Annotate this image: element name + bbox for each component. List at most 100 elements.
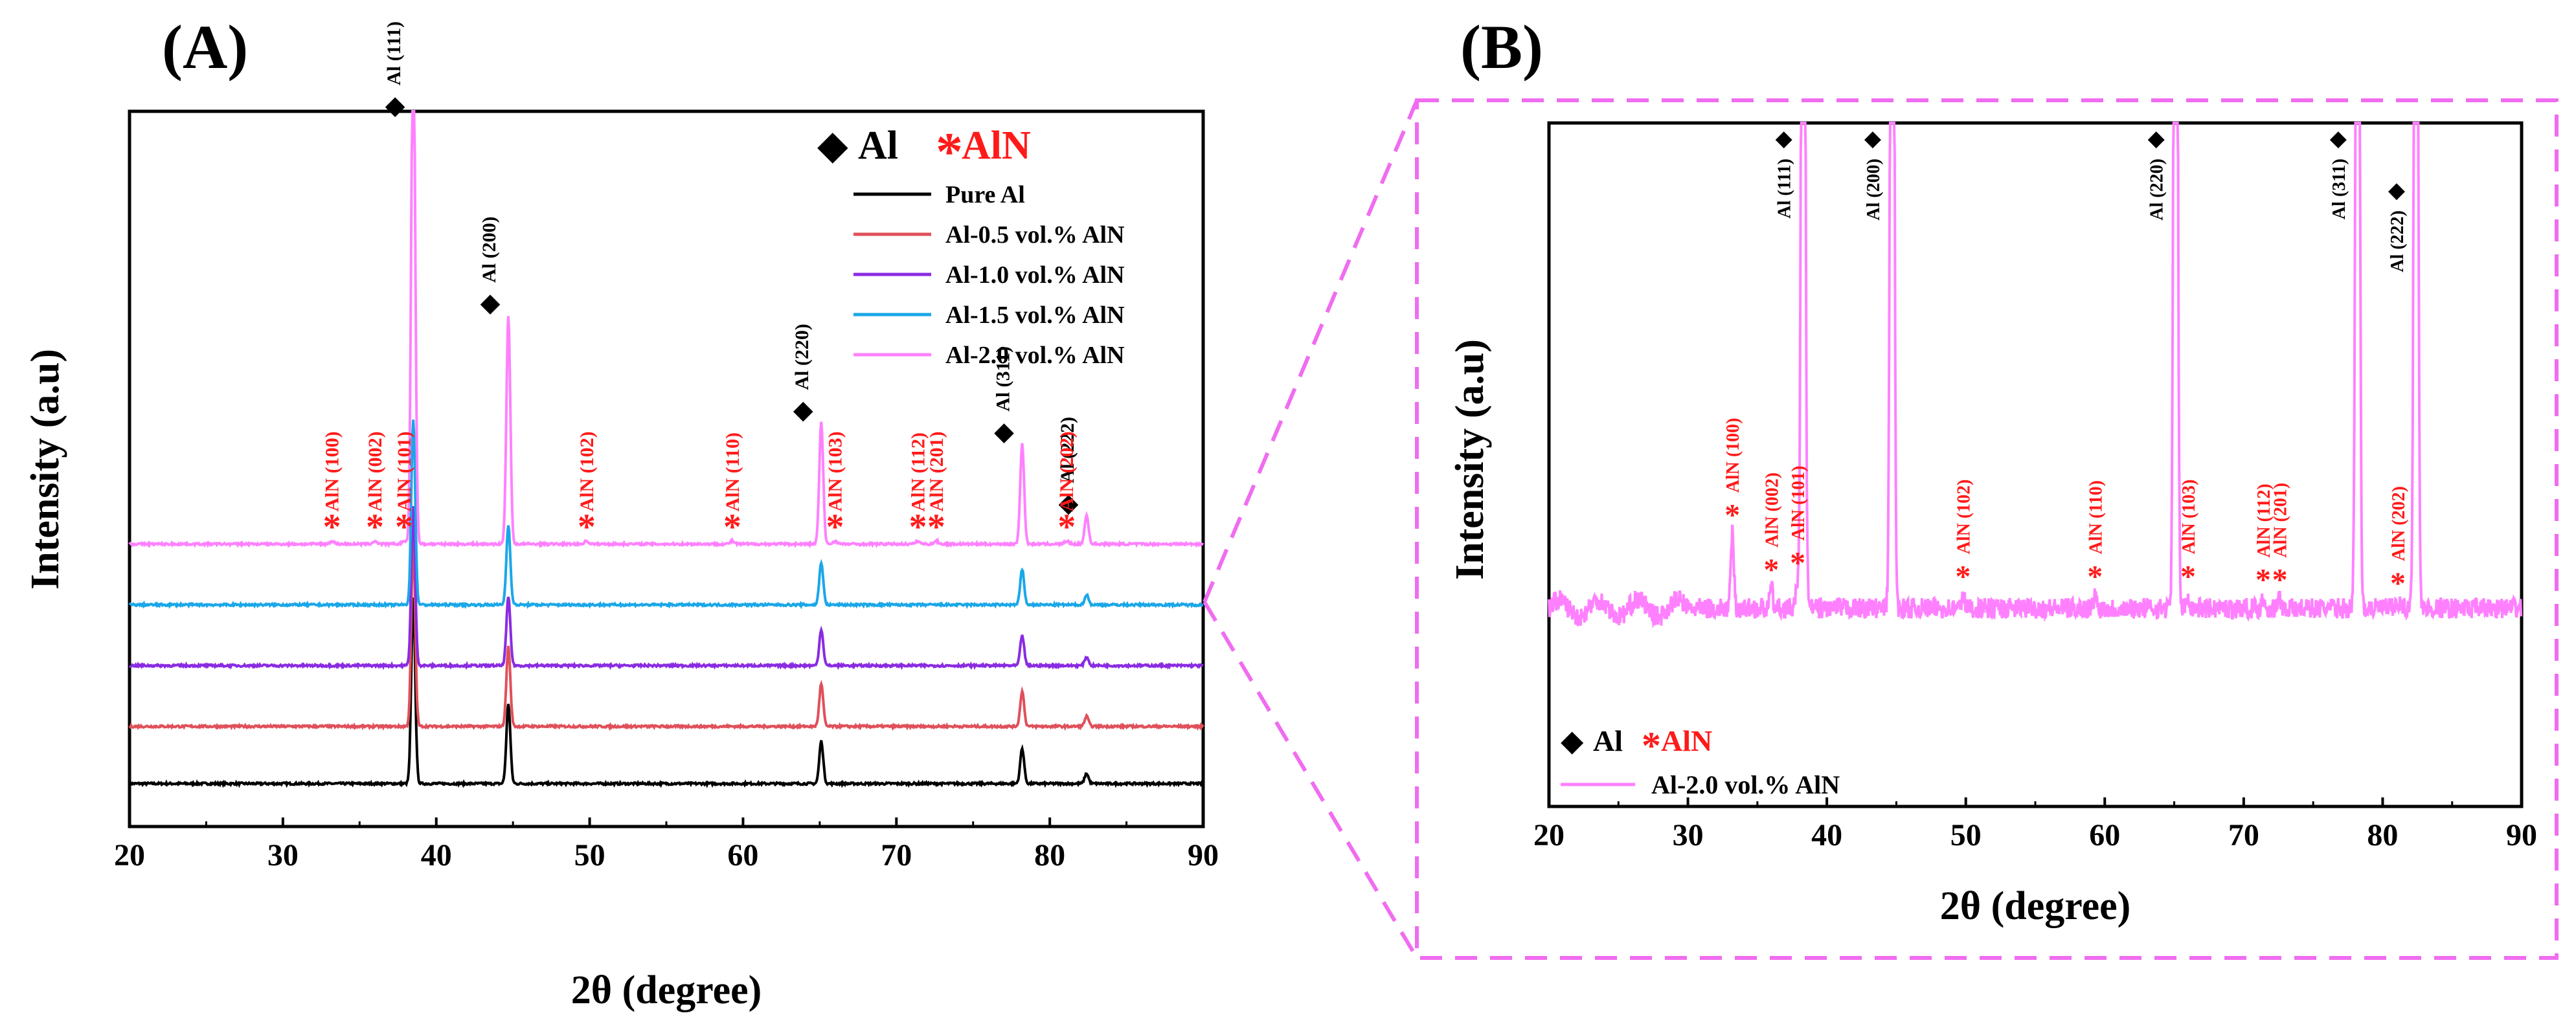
aln-peak-aln-202: *AlN (202) — [2389, 486, 2409, 601]
aln-peak-label: AlN (201) — [926, 431, 947, 511]
aln-peak-aln-110: *AlN (110) — [722, 432, 743, 548]
legend-label-pure-al: Pure Al — [945, 181, 1025, 208]
al-peak-label: Al (111) — [1775, 159, 1795, 219]
panel-a-aln-peak-labels: *AlN (100)*AlN (002)*AlN (101)*AlN (102)… — [322, 431, 1078, 547]
x-tick-label: 80 — [1034, 838, 1065, 872]
al-diamond-icon: ◆ — [1864, 127, 1882, 151]
aln-asterisk-icon: * — [2390, 566, 2406, 601]
x-tick-label: 50 — [1950, 818, 1982, 852]
x-tick-label: 20 — [1533, 818, 1565, 852]
series-line-al-1-0-vol-aln — [128, 505, 1204, 671]
aln-peak-aln-100: *AlN (100) — [322, 431, 343, 547]
zoom-box — [1415, 98, 2559, 960]
panel-b-aln-peak-labels: * AlN (100) * AlN (002) * AlN (101) * AlN (102)… — [1723, 417, 2409, 600]
aln-asterisk-icon: * — [578, 507, 596, 548]
al-peak-label: Al (200) — [479, 216, 500, 282]
panel-b-label: (B) — [1460, 12, 1543, 82]
al-peak-al-111: ◆ Al (111) — [1775, 127, 1795, 219]
aln-asterisk-icon: * — [1763, 553, 1779, 587]
aln-asterisk-icon: * — [1724, 498, 1740, 532]
al-peak-al-311: ◆ Al (311) — [993, 346, 1015, 446]
al-peak-label: Al (311) — [2329, 159, 2349, 219]
x-tick-label: 50 — [574, 838, 605, 872]
aln-peak-label: AlN (102) — [1954, 480, 1974, 555]
aln-asterisk-icon: * — [1955, 559, 1971, 594]
al-diamond-icon: ◆ — [793, 395, 813, 425]
al-peak-al-200: ◆ Al (200) — [1864, 127, 1884, 221]
legend-b-label-2-0: Al-2.0 vol.% AlN — [1651, 770, 1840, 799]
legend-label-1-0: Al-1.0 vol.% AlN — [945, 261, 1125, 289]
aln-peak-label: AlN (101) — [1789, 465, 1809, 540]
aln-asterisk-icon: * — [366, 507, 384, 548]
legend-aln-text: AlN — [962, 124, 1031, 168]
legend-label-2-0: Al-2.0 vol.% AlN — [945, 342, 1125, 369]
al-peak-al-222: ◆ Al (222) — [1057, 417, 1079, 517]
aln-peak-label: AlN (100) — [322, 431, 343, 511]
panel-a-plot-frame — [128, 109, 1205, 828]
panel-a-legend-header: ◆ Al * AlN — [817, 122, 1031, 182]
panel-a-label: (A) — [162, 12, 248, 82]
panel-a-al-peak-labels: ◆ Al (111) ◆ Al (200) ◆ Al (220) ◆ Al (311) ◆ Al … — [383, 21, 1078, 517]
aln-peak-label: AlN (103) — [2179, 480, 2199, 555]
aln-peak-aln-112: *AlN (112) — [907, 432, 929, 548]
x-tick-label: 30 — [267, 838, 299, 872]
aln-peak-aln-112: *AlN (112) — [2254, 483, 2274, 597]
al-peak-label: Al (200) — [1864, 159, 1884, 221]
aln-peak-aln-002: *AlN (002) — [365, 431, 386, 547]
panel-b-x-ticks: 20 30 40 50 60 70 80 90 — [1533, 797, 2537, 852]
x-tick-label: 70 — [881, 838, 912, 872]
series-line-pure-al — [128, 597, 1204, 788]
aln-peak-aln-101: *AlN (101) — [1789, 465, 1809, 580]
aln-peak-aln-101: *AlN (101) — [394, 431, 415, 547]
x-tick-label: 60 — [2089, 818, 2120, 852]
legend-al-text: Al — [858, 124, 898, 168]
al-peak-al-111: ◆ Al (111) — [383, 21, 405, 120]
x-tick-label: 70 — [2228, 818, 2259, 852]
panel-a-x-axis-label: 2θ (degree) — [571, 968, 762, 1012]
zoom-connector-bottom — [1203, 601, 1419, 959]
aln-asterisk-icon: * — [323, 507, 341, 548]
al-peak-al-220: ◆ Al (220) — [791, 324, 813, 424]
aln-peak-aln-201: *AlN (201) — [926, 431, 947, 547]
aln-peak-label: AlN (101) — [394, 431, 415, 511]
aln-asterisk-icon: * — [2180, 559, 2196, 594]
zoom-callout — [1203, 98, 2559, 960]
aln-peak-aln-201: *AlN (201) — [2271, 483, 2291, 597]
panel-b-plot-frame — [1547, 121, 2524, 808]
panel-a-y-axis-label: Intensity (a.u) — [23, 349, 67, 590]
aln-asterisk-icon: * — [2255, 563, 2271, 597]
aln-peak-label: AlN (103) — [825, 431, 846, 511]
panel-b-al-peak-labels: ◆ Al (111) ◆ Al (200) ◆ Al (220) ◆ Al (311) ◆ Al … — [1775, 127, 2408, 272]
aln-peak-aln-002: * AlN (002) — [1762, 472, 1782, 587]
aln-peak-label: AlN (002) — [1762, 472, 1782, 548]
al-peak-al-220: ◆ Al (220) — [2147, 127, 2167, 221]
aln-peak-aln-102: *AlN (102) — [576, 431, 598, 547]
panel-a-series-curves — [128, 110, 1204, 788]
aln-asterisk-icon: * — [395, 507, 413, 548]
aln-peak-aln-202: *AlN (202) — [1056, 431, 1078, 547]
aln-asterisk-icon: * — [826, 507, 844, 548]
aln-peak-label: AlN (112) — [907, 432, 929, 512]
x-tick-label: 90 — [1188, 838, 1219, 872]
aln-peak-label: AlN (110) — [722, 432, 743, 512]
al-peak-al-311: ◆ Al (311) — [2329, 127, 2349, 219]
zoom-connector-top — [1203, 99, 1419, 603]
aln-asterisk-icon: * — [1057, 507, 1076, 548]
al-peak-label: Al (220) — [791, 324, 813, 390]
aln-peak-label: AlN (202) — [1056, 431, 1078, 511]
al-diamond-icon: ◆ — [1776, 127, 1793, 151]
panel-a: (A) 20 30 40 50 60 70 80 90 ◆Al (111)◆Al (200)◆… — [23, 12, 1219, 1012]
aln-peak-aln-103: * AlN (103) — [2179, 480, 2199, 594]
aln-peak-label: AlN (110) — [2086, 480, 2106, 554]
aln-asterisk-icon: * — [2087, 559, 2103, 594]
x-tick-label: 90 — [2506, 818, 2537, 852]
aln-peak-aln-103: *AlN (103) — [825, 431, 846, 547]
legend-label-1-5: Al-1.5 vol.% AlN — [945, 302, 1125, 329]
series-line-al-2-0-vol-aln — [128, 110, 1204, 549]
legend-aln-asterisk-icon: * — [936, 122, 963, 182]
series-line-al-2-0-vol-aln — [1548, 122, 2523, 628]
legend-al-diamond-icon: ◆ — [817, 124, 848, 168]
legend-label-0-5: Al-0.5 vol.% AlN — [945, 221, 1125, 249]
aln-asterisk-icon: * — [2272, 563, 2288, 597]
